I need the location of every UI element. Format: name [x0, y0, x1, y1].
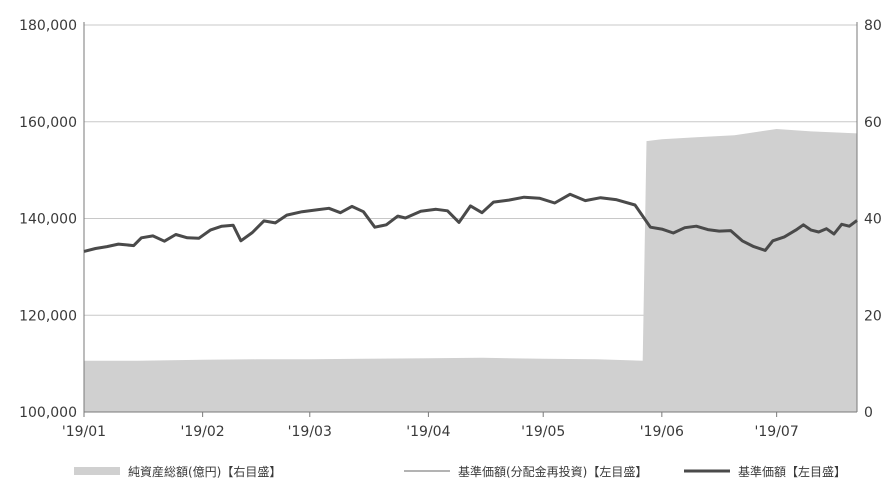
series-area-net-assets — [84, 129, 857, 412]
x-axis-tick-label: '19/01 — [62, 424, 106, 440]
series-line-nav — [83, 192, 858, 253]
x-axis-tick-label: '19/06 — [640, 424, 684, 440]
legend-label: 基準価額【左目盛】 — [738, 464, 846, 479]
x-axis-tick-label: '19/07 — [755, 424, 799, 440]
right-axis-tick-label: 60 — [864, 115, 882, 131]
x-axis-tick-label: '19/02 — [181, 424, 225, 440]
axes — [83, 22, 858, 417]
legend: 純資産総額(億円)【右目盛】 基準価額(分配金再投資)【左目盛】 基準価額【左目盛】 — [74, 464, 846, 479]
left-axis-tick-label: 100,000 — [19, 405, 77, 421]
right-axis-ticks: 0 20 40 60 80 — [864, 18, 882, 421]
right-axis-tick-label: 80 — [864, 18, 882, 34]
left-axis-tick-label: 180,000 — [19, 18, 77, 34]
left-axis-tick-label: 160,000 — [19, 115, 77, 131]
x-axis-tick-label: '19/03 — [288, 424, 332, 440]
legend-label: 基準価額(分配金再投資)【左目盛】 — [458, 464, 647, 479]
legend-label: 純資産総額(億円)【右目盛】 — [128, 464, 281, 479]
legend-swatch-area — [74, 467, 120, 475]
x-axis-ticks: '19/01 '19/02 '19/03 '19/04 '19/05 '19/06 '19/… — [62, 424, 799, 440]
right-axis-tick-label: 20 — [864, 308, 882, 324]
x-axis-tick-label: '19/05 — [521, 424, 565, 440]
x-axis-tick-label: '19/04 — [406, 424, 450, 440]
area-layer — [84, 129, 857, 412]
line-layer — [83, 192, 858, 253]
right-axis-tick-label: 0 — [864, 405, 873, 421]
left-axis-ticks: 100,000 120,000 140,000 160,000 180,000 — [19, 18, 77, 421]
right-axis-tick-label: 40 — [864, 212, 882, 228]
left-axis-tick-label: 140,000 — [19, 212, 77, 228]
left-axis-tick-label: 120,000 — [19, 308, 77, 324]
